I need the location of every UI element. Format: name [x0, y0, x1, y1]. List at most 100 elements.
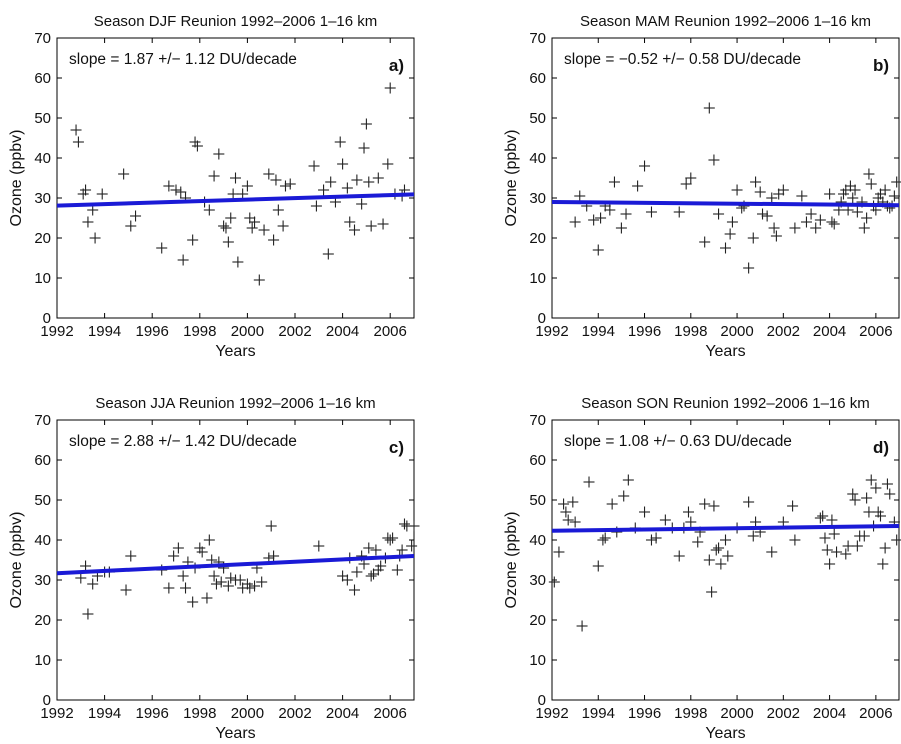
- data-point: [576, 620, 588, 632]
- plot-frame: [56, 419, 415, 701]
- chart-panel-1: Season DJF Reunion 1992–2006 1–16 km 0 10 2…: [8, 13, 415, 360]
- y-tick-label: 70: [34, 412, 51, 429]
- data-point: [863, 506, 875, 518]
- data-point: [210, 578, 222, 590]
- data-point: [863, 168, 875, 180]
- data-point: [710, 544, 722, 556]
- data-point: [130, 210, 142, 222]
- data-point: [851, 206, 863, 218]
- data-point: [639, 160, 651, 172]
- data-point: [325, 176, 337, 188]
- data-point: [177, 570, 189, 582]
- y-tick-label: 60: [529, 70, 546, 87]
- trend-line: [551, 524, 900, 533]
- y-tick-label: 0: [43, 310, 51, 327]
- data-point: [877, 558, 889, 570]
- chart-panel-3: Season JJA Reunion 1992–2006 1–16 km 0 10 2…: [8, 395, 420, 742]
- data-point: [743, 496, 755, 508]
- data-point: [318, 184, 330, 196]
- y-tick-label: 60: [34, 70, 51, 87]
- data-point: [358, 142, 370, 154]
- data-point: [177, 254, 189, 266]
- data-point: [72, 136, 84, 148]
- y-tick-label: 20: [529, 230, 546, 247]
- data-point: [244, 582, 256, 594]
- data-point: [370, 544, 382, 556]
- x-tick-label: 1996: [628, 705, 661, 722]
- x-tick-label: 2000: [720, 323, 753, 340]
- data-point: [560, 506, 572, 518]
- data-point: [351, 174, 363, 186]
- x-tick-label: 1994: [88, 323, 121, 340]
- data-point: [766, 546, 778, 558]
- x-tick-label: 1992: [535, 323, 568, 340]
- x-tick-label: 1992: [40, 705, 73, 722]
- data-point: [187, 596, 199, 608]
- data-point: [377, 218, 389, 230]
- data-point: [831, 546, 843, 558]
- data-point: [125, 220, 137, 232]
- data-point: [206, 554, 218, 566]
- chart-title: Season SON Reunion 1992–2006 1–16 km: [581, 395, 870, 412]
- data-point: [731, 184, 743, 196]
- data-point: [865, 474, 877, 486]
- y-tick-label: 40: [529, 150, 546, 167]
- data-point: [620, 208, 632, 220]
- data-point: [222, 236, 234, 248]
- data-point: [408, 520, 420, 532]
- panel-letter: b): [873, 56, 889, 75]
- y-tick-label: 50: [34, 492, 51, 509]
- data-point: [344, 216, 356, 228]
- data-point: [215, 576, 227, 588]
- trend-line: [551, 200, 900, 208]
- x-tick-label: 2006: [859, 323, 892, 340]
- data-point: [699, 236, 711, 248]
- y-tick-label: 50: [34, 110, 51, 127]
- chart-panel-2: Season MAM Reunion 1992–2006 1–16 km 0 10 2…: [503, 13, 901, 360]
- x-tick-label: 1996: [136, 705, 169, 722]
- data-point: [618, 490, 630, 502]
- data-point: [708, 500, 720, 512]
- y-tick-label: 10: [529, 270, 546, 287]
- data-point: [639, 506, 651, 518]
- data-point: [659, 514, 671, 526]
- data-point: [82, 216, 94, 228]
- data-point: [163, 180, 175, 192]
- x-tick-label: 1992: [40, 323, 73, 340]
- y-tick-label: 40: [34, 532, 51, 549]
- data-point: [750, 176, 762, 188]
- data-point: [220, 222, 232, 234]
- data-point: [685, 516, 697, 528]
- data-point: [268, 234, 280, 246]
- data-point: [70, 124, 82, 136]
- data-point: [384, 534, 396, 546]
- data-point: [849, 494, 861, 506]
- y-tick-label: 70: [34, 30, 51, 47]
- data-point: [406, 540, 418, 552]
- data-point: [334, 136, 346, 148]
- data-point: [365, 220, 377, 232]
- data-point: [777, 184, 789, 196]
- data-point: [75, 572, 87, 584]
- data-point: [722, 550, 734, 562]
- data-point: [270, 174, 282, 186]
- data-point: [263, 168, 275, 180]
- data-point: [87, 578, 99, 590]
- data-point: [363, 176, 375, 188]
- data-point: [814, 512, 826, 524]
- data-point: [879, 542, 891, 554]
- data-point: [230, 172, 241, 184]
- data-point: [703, 102, 715, 114]
- data-point: [258, 224, 270, 236]
- y-axis-label: Ozone (ppbv): [8, 130, 25, 227]
- data-point: [574, 190, 586, 202]
- data-point: [372, 172, 384, 184]
- x-tick-label: 1996: [136, 323, 169, 340]
- data-point: [222, 580, 234, 592]
- data-point: [849, 184, 861, 196]
- data-point: [187, 234, 199, 246]
- data-point: [720, 242, 731, 254]
- data-point: [615, 222, 627, 234]
- data-point: [284, 178, 296, 190]
- data-point: [156, 242, 168, 254]
